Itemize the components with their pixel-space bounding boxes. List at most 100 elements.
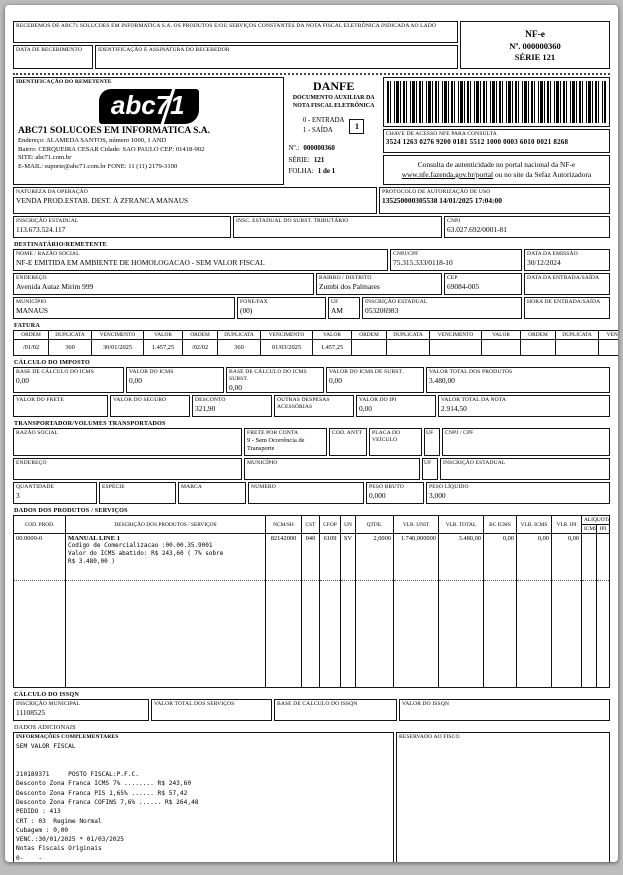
emitente-section-label: IDENTIFICAÇÃO DO REMETENTE	[16, 79, 112, 85]
dest-municipio-label: MUNICÍPIO	[16, 298, 47, 305]
dest-uf-box: UF AM	[328, 296, 360, 319]
dest-cnpj-box: CNPJ/CPF 75.315.333/0118-10	[390, 248, 522, 271]
issqn-im-box: INSCRIÇÃO MUNICIPAL 11108525	[13, 699, 149, 722]
fatura-header: VENCIMENTO	[260, 329, 313, 340]
issqn-im-valor: 11108525	[16, 708, 46, 718]
produtos-header-vipi: VLR. IPI	[551, 515, 582, 535]
produtos-header-desc: DESCRIÇÃO DOS PRODUTOS / SERVIÇOS	[65, 515, 266, 535]
fatura-valor	[481, 338, 521, 356]
fatura-header: ORDEM	[351, 329, 387, 340]
dest-cep-valor: 69084-005	[447, 281, 480, 291]
bc-icms-label: BASE DE CÁLCULO DO ICMS	[16, 368, 94, 375]
ie-box: INSCRIÇÃO ESTADUAL 113.673.524.117	[13, 215, 231, 238]
produto-aliq-ipi	[596, 533, 610, 582]
consulta-portal-link[interactable]: www.nfe.fazenda.gov.br/portal	[401, 169, 494, 179]
destinatario-row-3: MUNICÍPIO MANAUS FONE/FAX (00) UF AM INS…	[13, 296, 610, 319]
valor-icms-subst-box: VALOR DO ICMS DE SUBST. 0,00	[326, 366, 424, 394]
recebemos-box: RECEBEMOS DE ABC71 SOLUCOES EM INFORMATI…	[13, 21, 458, 43]
transportador-row-1: RAZÃO SOCIAL FRETE POR CONTA 9 - Sem Oco…	[13, 428, 610, 457]
issqn-im-label: INSCRIÇÃO MUNICIPAL	[16, 701, 81, 708]
informacoes-complementares-box: INFORMAÇÕES COMPLEMENTARES SEM VALOR FIS…	[13, 732, 394, 862]
fatura-duplicata	[555, 338, 599, 356]
transportador-row-2: ENDEREÇO MUNICÍPIO UF INSCRIÇÃO ESTADUAL	[13, 458, 610, 481]
transp-municipio-label: MUNICÍPIO	[247, 460, 278, 467]
transportador-row-3: QUANTIDADE 3 ESPÉCIE MARCA NUMERO PESO B…	[13, 482, 610, 505]
transp-cnpj-label: CNPJ / CPF	[445, 430, 474, 437]
valor-total-produtos-valor: 3.480,00	[429, 375, 455, 385]
produto-cod: 00.0000-0	[13, 533, 66, 582]
transp-numero-label: NUMERO	[251, 484, 276, 491]
transp-quantidade-box: QUANTIDADE 3	[13, 482, 97, 505]
fatura-header: DUPLICATA	[386, 329, 430, 340]
imposto-row-1: BASE DE CÁLCULO DO ICMS 0,00 VALOR DO IC…	[13, 366, 610, 394]
dest-entrada-label: DATA DA ENTRADA/SAÍDA	[527, 274, 600, 281]
produtos-header-vunit: VLR. UNIT	[393, 515, 439, 535]
fatura-vencimento	[429, 338, 482, 356]
produto-qtde: 2,0000	[355, 533, 394, 582]
valor-ipi-label: VALOR DO IPI	[359, 397, 397, 404]
destinatario-section-label: DESTINATÁRIO/REMETENTE	[14, 240, 107, 248]
assinatura-box: IDENTIFICAÇÃO E ASSINATURA DO RECEBEDOR	[95, 45, 458, 69]
fatura-header: ORDEM	[182, 329, 218, 340]
valor-seguro-label: VALOR DO SEGURO	[113, 397, 167, 404]
dest-cnpj-valor: 75.315.333/0118-10	[393, 257, 453, 267]
fatura-duplicata: 360	[48, 338, 92, 356]
fatura-vencimento: 01/03/2025	[260, 338, 313, 356]
outras-despesas-box: OUTRAS DESPESAS ACESSÓRIAS	[274, 395, 354, 418]
fatura-header: VENCIMENTO	[91, 329, 144, 340]
dest-cep-label: CEP	[447, 274, 458, 281]
produto-aliq-icms	[581, 533, 597, 582]
imposto-section-label: CÁLCULO DO IMPOSTO	[14, 358, 91, 366]
transp-peso-liquido-valor: 3,000	[429, 491, 446, 501]
produtos-table: COD. PROD. DESCRIÇÃO DOS PRODUTOS / SERV…	[13, 515, 610, 689]
iest-box: INSC. ESTADUAL DO SUBST. TRIBUTÁRIO	[233, 215, 442, 238]
valor-frete-label: VALOR DO FRETE	[16, 397, 64, 404]
transp-quantidade-label: QUANTIDADE	[16, 484, 54, 491]
nfe-number-box: NF-e Nº. 000000360 SÉRIE 121	[460, 21, 610, 69]
dest-municipio-valor: MANAUS	[16, 305, 49, 315]
dest-cnpj-label: CNPJ/CPF	[393, 250, 419, 257]
issqn-valor-label: VALOR DO ISSQN	[402, 701, 449, 708]
destinatario-row-2: ENDEREÇO Avenida Autaz Mirim 999 BAIRRO …	[13, 272, 610, 295]
transp-especie-box: ESPÉCIE	[99, 482, 176, 505]
emitente-endereco: Endereço: ALAMEDA SANTOS, número 1000, 1…	[18, 136, 167, 144]
produtos-header-un: UN	[340, 515, 356, 535]
produtos-section-label: DADOS DOS PRODUTOS / SERVIÇOS	[14, 507, 128, 515]
valor-total-produtos-label: VALOR TOTAL DOS PRODUTOS	[429, 368, 513, 375]
valor-icms-valor: 0,00	[129, 375, 142, 385]
produto-descricao: MANUAL LINE 1 Codigo de Comercializacao …	[65, 533, 266, 582]
produtos-header-ncm: NCM/SH	[265, 515, 302, 535]
emitente-email: E-MAIL: suporte@abc71.com.br FONE: 11 (1…	[18, 162, 178, 170]
transp-marca-box: MARCA	[178, 482, 246, 505]
produtos-empty-area	[13, 580, 610, 689]
fatura-ordem	[520, 338, 556, 356]
transp-antt-label: COD. ANTT	[332, 430, 363, 437]
produtos-header-bcicms: BC ICMS	[483, 515, 517, 535]
valor-total-nota-valor: 2.914,50	[441, 404, 467, 414]
recebemos-text: RECEBEMOS DE ABC71 SOLUCOES EM INFORMATI…	[16, 23, 437, 29]
barcode-icon	[386, 81, 607, 123]
transp-ie-box: INSCRIÇÃO ESTADUAL	[440, 458, 610, 481]
chave-acesso-label: CHAVE DE ACESSO NFE PARA CONSULTA	[385, 131, 497, 137]
consulta-line2: ou no site da Sefaz Autorizadora	[493, 169, 592, 179]
danfe-subtitle: DOCUMENTO AUXILIAR DA NOTA FISCAL ELETRÔ…	[292, 95, 375, 109]
danfe-title: DANFE	[313, 79, 355, 93]
dest-emissao-label: DATA DA EMISSÃO	[527, 250, 578, 257]
danfe-serie: 121	[313, 155, 325, 164]
danfe-folha: 1 de 1	[317, 166, 336, 175]
dest-bairro-label: BAIRRO / DISTRITO	[319, 274, 372, 281]
issqn-vts-box: VALOR TOTAL DOS SERVIÇOS	[151, 699, 272, 722]
produto-item-row: 00.0000-0 MANUAL LINE 1 Codigo de Comerc…	[13, 533, 610, 582]
fatura-header: VALOR	[312, 329, 352, 340]
dest-emissao-valor: 30/12/2024	[527, 257, 561, 267]
valor-icms-label: VALOR DO ICMS	[129, 368, 174, 375]
issqn-section-label: CÁLCULO DO ISSQN	[14, 691, 80, 699]
transp-ie-label: INSCRIÇÃO ESTADUAL	[443, 460, 506, 467]
fatura-header: ORDEM	[13, 329, 49, 340]
reservado-fisco-box: RESERVADO AO FISCO	[396, 732, 610, 862]
protocolo-label: PROTOCOLO DE AUTORIZAÇÃO DE USO	[382, 188, 491, 195]
produtos-header-vicms: VLR. ICMS	[516, 515, 552, 535]
dest-fone-label: FONE/FAX	[240, 298, 268, 305]
transp-antt-box: COD. ANTT	[329, 428, 367, 457]
transp-uf1-box: UF	[424, 428, 440, 457]
